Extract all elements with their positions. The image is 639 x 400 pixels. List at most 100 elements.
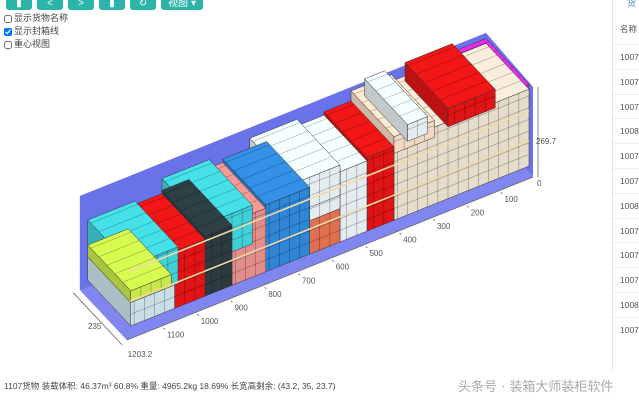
- table-row[interactable]: 1007: [613, 267, 639, 291]
- table-row[interactable]: 1008: [613, 192, 639, 217]
- grid-line: [334, 112, 363, 124]
- grid-line: [180, 199, 209, 211]
- grid-line: [164, 182, 193, 194]
- cargo-front-red: [447, 89, 496, 128]
- watermark: 头条号 · 装箱大师装柜软件: [458, 380, 614, 395]
- grid-line: [339, 195, 368, 208]
- grid-line: [309, 218, 341, 231]
- next-button[interactable]: >: [68, 0, 94, 10]
- grid-line: [122, 265, 164, 283]
- length-tick: [331, 259, 334, 262]
- grid-line: [366, 149, 395, 162]
- length-tick: [399, 232, 402, 235]
- grid-line: [196, 216, 225, 228]
- length-tick-label: 800: [268, 290, 282, 299]
- last-button[interactable]: ▮: [99, 0, 125, 10]
- panel-link[interactable]: 货: [627, 0, 637, 8]
- refresh-icon: ↻: [138, 0, 148, 9]
- grid-line: [265, 218, 310, 237]
- bookmark-icon: ▮: [109, 0, 115, 9]
- length-end-label: 1203.2: [128, 350, 153, 359]
- grid-line: [204, 238, 233, 250]
- chevron-left-icon: <: [47, 0, 53, 9]
- length-tick: [196, 313, 199, 317]
- table-row[interactable]: 1008: [613, 292, 639, 316]
- show-cargo-name-option[interactable]: 显示货物名称: [4, 12, 68, 25]
- height-zero-label: 0: [537, 179, 542, 188]
- length-tick: [433, 219, 436, 222]
- option-label: 显示货物名称: [14, 13, 69, 23]
- grid-line: [265, 242, 310, 261]
- cargo-front-blue: [265, 186, 310, 273]
- toolbar: ▮ < > ▮ ↻ 视图 ▾: [6, 0, 203, 10]
- refresh-button[interactable]: ↻: [130, 0, 156, 10]
- grid-line: [439, 80, 488, 101]
- grid-line: [98, 240, 140, 258]
- table-row[interactable]: 1007: [613, 316, 639, 341]
- cargo-list-panel: 货 名称 1007 1007 1007 1008 1007 1007 1008 1007 100…: [612, 0, 639, 370]
- prev-button[interactable]: <: [37, 0, 63, 10]
- length-tick-label: 900: [234, 303, 248, 312]
- table-row[interactable]: 1007: [613, 93, 639, 118]
- show-cargo-name-checkbox[interactable]: [4, 14, 12, 23]
- length-tick-label: 600: [336, 263, 350, 272]
- grid-line: [366, 208, 395, 220]
- grid-line: [393, 154, 530, 209]
- chevron-right-icon: >: [78, 0, 84, 9]
- show-seal-line-option[interactable]: 显示封箱线: [4, 25, 68, 38]
- row-name: 1007: [620, 225, 639, 236]
- grid-line: [366, 184, 395, 197]
- grid-line: [225, 144, 270, 163]
- table-row[interactable]: 1007: [613, 217, 639, 242]
- length-tick-label: 300: [437, 222, 451, 231]
- length-tick-label: 700: [302, 276, 316, 285]
- table-row[interactable]: 1008: [613, 118, 639, 142]
- row-name: 1007: [620, 250, 639, 261]
- view-dropdown[interactable]: 视图 ▾: [161, 0, 203, 10]
- seal-line: [129, 110, 530, 273]
- grid-line: [188, 207, 217, 220]
- grid-line: [415, 55, 464, 75]
- grid-line: [339, 184, 368, 196]
- row-name: 1007: [620, 151, 639, 162]
- grid-line: [391, 99, 412, 108]
- status-bar: 1107货物 装载体积: 46.37m³ 60.8% 重量: 4965.2kg …: [4, 381, 336, 391]
- depth-axis: [72, 292, 123, 346]
- row-name: 1008: [620, 200, 639, 211]
- show-seal-line-checkbox[interactable]: [4, 27, 12, 36]
- row-name: 1007: [620, 275, 639, 286]
- grid-line: [231, 259, 266, 274]
- length-tick: [163, 327, 166, 330]
- length-tick: [365, 246, 368, 249]
- option-label: 重心视图: [14, 39, 51, 49]
- grid-line: [366, 173, 395, 185]
- grid-line: [339, 207, 368, 219]
- row-name: 1007: [620, 176, 639, 186]
- table-row[interactable]: 1007: [613, 44, 639, 68]
- table-row[interactable]: 1007: [613, 143, 639, 167]
- grid-line: [130, 296, 175, 315]
- grid-line: [257, 178, 302, 197]
- cargo-front-dark: [204, 224, 233, 297]
- grid-line: [366, 161, 395, 173]
- grid-line: [204, 249, 233, 262]
- length-tick-label: 400: [403, 236, 417, 245]
- grid-line: [393, 119, 530, 174]
- center-of-gravity-checkbox[interactable]: [4, 40, 12, 49]
- table-row[interactable]: 1007: [613, 168, 639, 192]
- first-button[interactable]: ▮: [6, 0, 32, 10]
- grid-line: [164, 162, 213, 182]
- grid-line: [358, 138, 387, 150]
- grid-line: [231, 248, 266, 263]
- grid-line: [171, 284, 206, 299]
- row-name: 1008: [620, 300, 639, 310]
- table-row[interactable]: 1007: [613, 68, 639, 93]
- center-of-gravity-option[interactable]: 重心视图: [4, 38, 68, 51]
- length-tick: [298, 273, 301, 276]
- height-max-label: 269.7: [536, 137, 557, 146]
- grid-line: [90, 231, 132, 249]
- grid-line: [309, 196, 341, 210]
- row-name: 1007: [620, 76, 639, 87]
- table-row[interactable]: 1007: [613, 242, 639, 266]
